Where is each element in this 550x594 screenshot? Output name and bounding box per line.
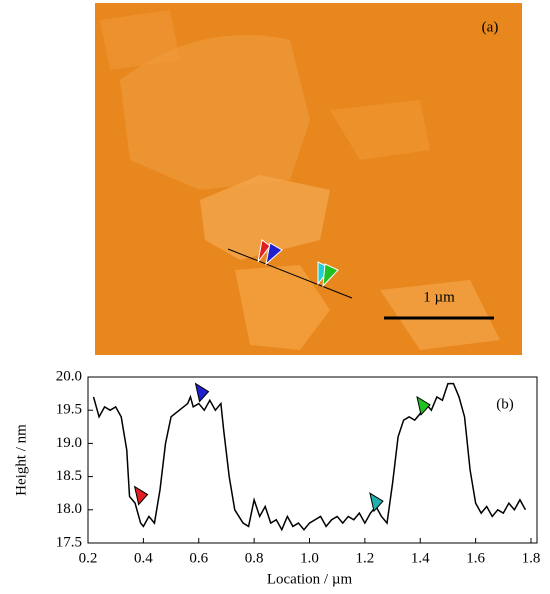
y-tick-label: 20.0 [56,368,82,384]
x-tick-label: 1.0 [300,550,319,566]
marker [133,485,149,506]
flag [265,242,283,266]
x-axis-label: Location / µm [267,571,353,587]
y-tick-label: 18.5 [56,468,82,484]
x-tick-label: 1.4 [411,550,430,566]
plot: 17.5 18.0 18.5 19.0 19.5 20.0 0.2 0.4 0.6 0.8 1.0 1… [13,368,540,587]
x-tick-label: 0.2 [79,550,98,566]
flake [380,280,500,350]
flag [257,239,271,263]
x-tick-label: 0.6 [189,550,208,566]
plot-frame [87,376,538,544]
y-axis-label: Height / nm [13,424,29,496]
y-tick-label: 17.5 [56,534,82,550]
x-tick-label: 1.8 [522,550,541,566]
scale-bar-label: 1 µm [423,289,455,305]
y-tick-label: 19.5 [56,402,82,418]
flake [100,10,180,70]
afm-image: (a) 1 µm [95,3,522,355]
x-tick-label: 0.4 [134,550,153,566]
flake [120,35,310,190]
marker [194,382,210,403]
y-tick-label: 18.0 [56,501,82,517]
panel-label: (a) [482,19,499,35]
marker [369,492,384,513]
panel-label: (b) [496,396,514,412]
flake [330,100,430,160]
x-tick-label: 1.6 [466,550,485,566]
marker [416,395,431,416]
profile-line [92,382,527,532]
y-tick-label: 19.0 [56,435,82,451]
flag [322,263,339,288]
flake [200,175,330,260]
flake [235,265,330,350]
profile-line [227,248,353,299]
x-tick-label: 1.2 [356,550,375,566]
x-tick-label: 0.8 [245,550,264,566]
